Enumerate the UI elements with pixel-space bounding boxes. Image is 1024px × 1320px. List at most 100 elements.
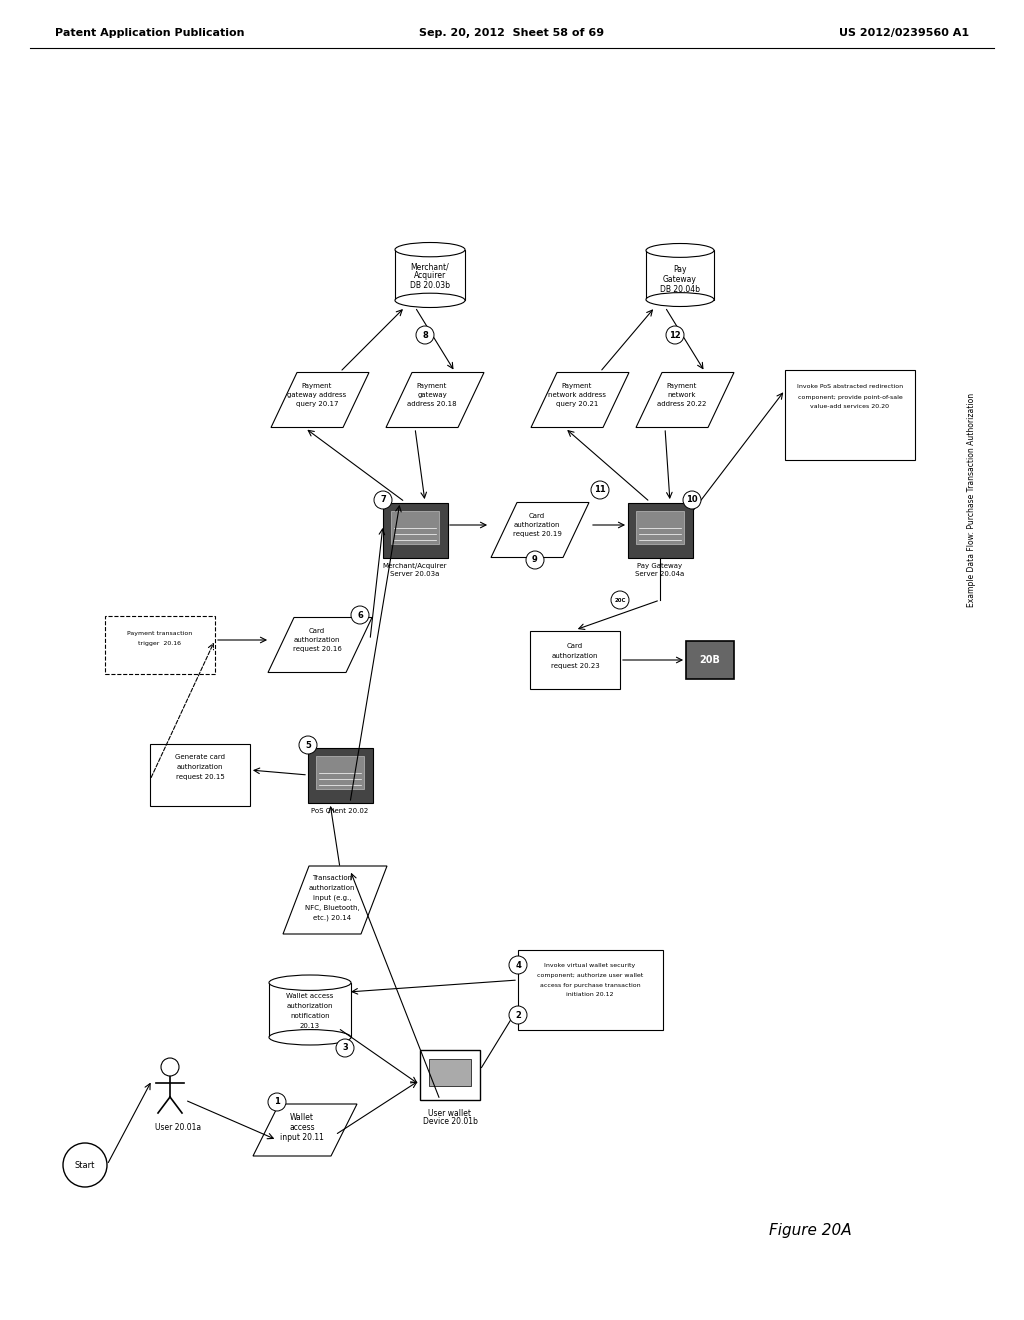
Text: authorization: authorization <box>552 653 598 659</box>
Circle shape <box>374 491 392 510</box>
Text: Card: Card <box>567 643 583 649</box>
Circle shape <box>683 491 701 510</box>
Text: Wallet: Wallet <box>290 1113 314 1122</box>
Text: US 2012/0239560 A1: US 2012/0239560 A1 <box>839 28 969 38</box>
Text: Server 20.03a: Server 20.03a <box>390 572 439 577</box>
Text: Sep. 20, 2012  Sheet 58 of 69: Sep. 20, 2012 Sheet 58 of 69 <box>420 28 604 38</box>
Text: Figure 20A: Figure 20A <box>769 1222 851 1238</box>
Circle shape <box>509 1006 527 1024</box>
Text: gateway address: gateway address <box>288 392 347 399</box>
Text: Merchant/Acquirer: Merchant/Acquirer <box>383 564 447 569</box>
Text: Merchant/: Merchant/ <box>411 263 450 272</box>
Bar <box>646 251 714 300</box>
Text: component; authorize user wallet: component; authorize user wallet <box>537 973 643 978</box>
Bar <box>269 982 351 1038</box>
Ellipse shape <box>269 975 351 990</box>
Text: Gateway: Gateway <box>664 276 697 285</box>
Text: 4: 4 <box>515 961 521 969</box>
Text: 5: 5 <box>305 741 311 750</box>
Bar <box>517 950 663 1030</box>
Text: address 20.18: address 20.18 <box>408 401 457 407</box>
Text: request 20.23: request 20.23 <box>551 663 599 669</box>
Text: network address: network address <box>548 392 606 399</box>
Text: Invoke PoS abstracted redirection: Invoke PoS abstracted redirection <box>797 384 903 389</box>
Text: DB 20.03b: DB 20.03b <box>410 281 450 289</box>
Text: 8: 8 <box>422 330 428 339</box>
Text: network: network <box>668 392 696 399</box>
Bar <box>390 511 439 544</box>
Text: Payment: Payment <box>417 383 447 389</box>
Text: authorization: authorization <box>177 764 223 770</box>
Text: Payment: Payment <box>302 383 332 389</box>
Circle shape <box>509 956 527 974</box>
Circle shape <box>268 1093 286 1111</box>
Circle shape <box>161 1059 179 1076</box>
Text: request 20.15: request 20.15 <box>176 774 224 780</box>
Text: 12: 12 <box>669 330 681 339</box>
Text: request 20.19: request 20.19 <box>513 531 561 537</box>
Text: Pay: Pay <box>673 265 687 275</box>
Text: value-add services 20.20: value-add services 20.20 <box>811 404 890 409</box>
Ellipse shape <box>395 293 465 308</box>
Text: address 20.22: address 20.22 <box>657 401 707 407</box>
Text: NFC, Bluetooth,: NFC, Bluetooth, <box>304 906 359 911</box>
Text: User 20.01a: User 20.01a <box>155 1122 201 1131</box>
Text: Pay Gateway: Pay Gateway <box>637 564 683 569</box>
Bar <box>420 1049 480 1100</box>
Bar <box>315 756 365 789</box>
Text: PoS Client 20.02: PoS Client 20.02 <box>311 808 369 814</box>
Text: 20B: 20B <box>699 655 721 665</box>
Text: 20.13: 20.13 <box>300 1023 321 1030</box>
Circle shape <box>63 1143 106 1187</box>
Bar <box>636 511 684 544</box>
Text: authorization: authorization <box>514 521 560 528</box>
Text: 1: 1 <box>274 1097 280 1106</box>
Text: 2: 2 <box>515 1011 521 1019</box>
Bar <box>150 744 250 807</box>
Ellipse shape <box>269 1030 351 1045</box>
Text: 3: 3 <box>342 1044 348 1052</box>
Text: Payment: Payment <box>562 383 592 389</box>
Text: Transaction: Transaction <box>312 875 352 880</box>
Text: input 20.11: input 20.11 <box>280 1133 324 1142</box>
Bar <box>686 642 734 678</box>
Text: Device 20.01b: Device 20.01b <box>423 1118 477 1126</box>
Bar <box>105 616 215 675</box>
Bar <box>530 631 620 689</box>
Polygon shape <box>253 1104 357 1156</box>
Circle shape <box>666 326 684 345</box>
Polygon shape <box>271 372 369 428</box>
Text: trigger  20.16: trigger 20.16 <box>138 640 181 645</box>
Polygon shape <box>268 618 372 672</box>
Ellipse shape <box>395 243 465 257</box>
Text: Patent Application Publication: Patent Application Publication <box>55 28 245 38</box>
Bar <box>628 503 692 557</box>
Text: DB 20.04b: DB 20.04b <box>660 285 700 294</box>
Text: component; provide point-of-sale: component; provide point-of-sale <box>798 395 902 400</box>
Text: Acquirer: Acquirer <box>414 271 446 280</box>
Polygon shape <box>490 503 589 557</box>
Bar <box>383 503 447 557</box>
Text: Invoke virtual wallet security: Invoke virtual wallet security <box>545 962 636 968</box>
Circle shape <box>336 1039 354 1057</box>
Text: gateway: gateway <box>417 392 446 399</box>
Text: Card: Card <box>309 628 325 634</box>
Text: authorization: authorization <box>294 638 340 643</box>
Text: notification: notification <box>290 1012 330 1019</box>
Text: 20C: 20C <box>614 598 626 602</box>
Text: etc.) 20.14: etc.) 20.14 <box>313 915 351 921</box>
Text: request 20.16: request 20.16 <box>293 645 341 652</box>
Text: authorization: authorization <box>287 1003 333 1008</box>
Circle shape <box>611 591 629 609</box>
Text: query 20.21: query 20.21 <box>556 401 598 407</box>
Text: input (e.g.,: input (e.g., <box>312 895 351 902</box>
Text: Generate card: Generate card <box>175 754 225 760</box>
Circle shape <box>526 550 544 569</box>
Text: access for purchase transaction: access for purchase transaction <box>540 982 640 987</box>
Text: initiation 20.12: initiation 20.12 <box>566 993 613 998</box>
Text: 6: 6 <box>357 610 362 619</box>
Bar <box>307 747 373 803</box>
Text: Payment: Payment <box>667 383 697 389</box>
Text: authorization: authorization <box>309 884 355 891</box>
Text: Payment transaction: Payment transaction <box>127 631 193 635</box>
